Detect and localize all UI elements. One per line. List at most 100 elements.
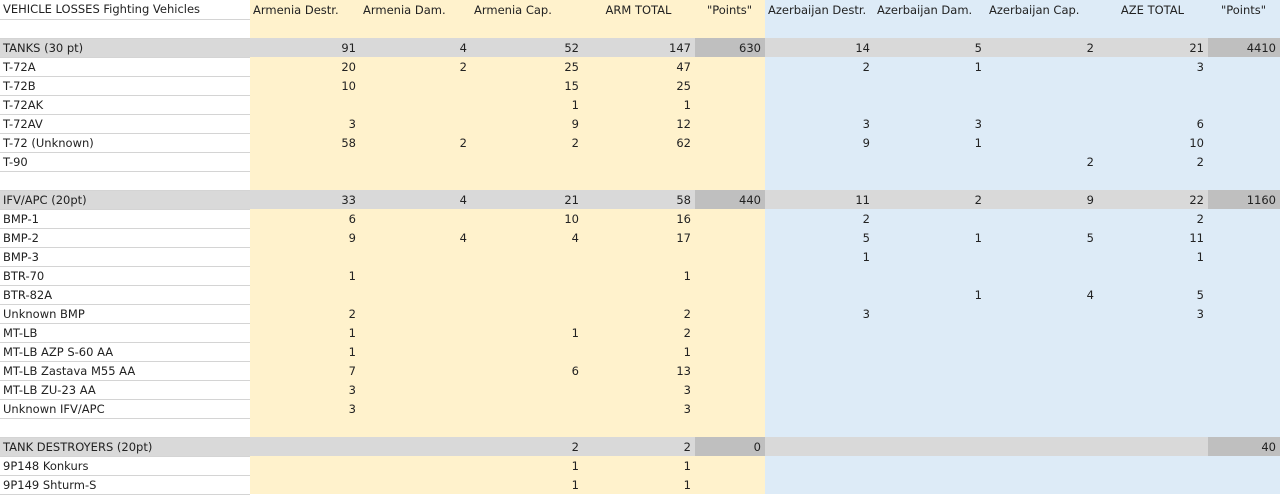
cell-azerbaijan-points[interactable] bbox=[1208, 152, 1280, 171]
cell-vehicle-name[interactable]: MT-LB AZP S-60 AA bbox=[0, 342, 250, 362]
cell-armenia-captured[interactable]: 21 bbox=[471, 190, 583, 209]
cell-azerbaijan-damaged[interactable] bbox=[874, 152, 986, 171]
cell-azerbaijan-damaged[interactable] bbox=[874, 475, 986, 494]
cell-armenia-points[interactable] bbox=[695, 228, 765, 247]
cell-azerbaijan-captured[interactable] bbox=[986, 342, 1098, 361]
cell-armenia-points[interactable] bbox=[695, 76, 765, 95]
cell-azerbaijan-captured[interactable] bbox=[986, 247, 1098, 266]
cell-vehicle-name[interactable]: BTR-82A bbox=[0, 285, 250, 305]
cell-armenia-total[interactable]: 1 bbox=[583, 342, 695, 361]
cell-vehicle-name[interactable]: MT-LB ZU-23 AA bbox=[0, 380, 250, 400]
cell-armenia-total[interactable]: 13 bbox=[583, 361, 695, 380]
cell-azerbaijan-captured[interactable]: 2 bbox=[986, 38, 1098, 57]
cell-azerbaijan-captured[interactable]: 9 bbox=[986, 190, 1098, 209]
cell-azerbaijan-destroyed[interactable] bbox=[765, 342, 874, 361]
cell-armenia-captured[interactable] bbox=[471, 247, 583, 266]
cell-armenia-damaged[interactable]: 4 bbox=[360, 38, 471, 57]
cell-armenia-total[interactable]: 58 bbox=[583, 190, 695, 209]
cell-azerbaijan-destroyed[interactable] bbox=[765, 399, 874, 418]
cell-azerbaijan-damaged[interactable] bbox=[874, 171, 986, 190]
cell-azerbaijan-destroyed[interactable] bbox=[765, 418, 874, 437]
cell-armenia-points[interactable] bbox=[695, 95, 765, 114]
cell-armenia-captured[interactable] bbox=[471, 399, 583, 418]
cell-azerbaijan-destroyed[interactable]: 1 bbox=[765, 247, 874, 266]
cell-armenia-points[interactable] bbox=[695, 19, 765, 38]
cell-azerbaijan-destroyed[interactable] bbox=[765, 285, 874, 304]
cell-armenia-captured[interactable] bbox=[471, 266, 583, 285]
cell-vehicle-name[interactable]: T-72AV bbox=[0, 114, 250, 134]
cell-armenia-damaged[interactable] bbox=[360, 304, 471, 323]
cell-azerbaijan-captured[interactable] bbox=[986, 323, 1098, 342]
cell-vehicle-name[interactable]: TANK DESTROYERS (20pt) bbox=[0, 437, 250, 457]
cell-azerbaijan-total[interactable]: 2 bbox=[1098, 209, 1208, 228]
cell-azerbaijan-total[interactable] bbox=[1098, 475, 1208, 494]
cell-azerbaijan-total[interactable]: 5 bbox=[1098, 285, 1208, 304]
cell-azerbaijan-damaged[interactable] bbox=[874, 266, 986, 285]
cell-armenia-captured[interactable]: 1 bbox=[471, 95, 583, 114]
cell-armenia-captured[interactable] bbox=[471, 304, 583, 323]
cell-azerbaijan-captured[interactable] bbox=[986, 76, 1098, 95]
cell-armenia-total[interactable]: 1 bbox=[583, 475, 695, 494]
cell-armenia-points[interactable] bbox=[695, 380, 765, 399]
header-azerbaijan-total[interactable]: AZE TOTAL bbox=[1098, 0, 1208, 19]
cell-armenia-total[interactable]: 12 bbox=[583, 114, 695, 133]
header-azerbaijan-points[interactable]: "Points" bbox=[1208, 0, 1280, 19]
cell-armenia-destroyed[interactable]: 20 bbox=[250, 57, 360, 76]
cell-armenia-damaged[interactable]: 4 bbox=[360, 190, 471, 209]
cell-azerbaijan-points[interactable] bbox=[1208, 304, 1280, 323]
cell-armenia-points[interactable] bbox=[695, 361, 765, 380]
cell-azerbaijan-destroyed[interactable]: 3 bbox=[765, 304, 874, 323]
cell-armenia-damaged[interactable] bbox=[360, 152, 471, 171]
cell-armenia-total[interactable]: 47 bbox=[583, 57, 695, 76]
header-azerbaijan-damaged[interactable]: Azerbaijan Dam. bbox=[874, 0, 986, 19]
cell-armenia-destroyed[interactable]: 1 bbox=[250, 323, 360, 342]
cell-armenia-destroyed[interactable] bbox=[250, 475, 360, 494]
cell-armenia-captured[interactable] bbox=[471, 342, 583, 361]
cell-azerbaijan-destroyed[interactable] bbox=[765, 475, 874, 494]
cell-armenia-damaged[interactable] bbox=[360, 266, 471, 285]
cell-vehicle-name[interactable]: MT-LB bbox=[0, 323, 250, 343]
cell-azerbaijan-destroyed[interactable]: 9 bbox=[765, 133, 874, 152]
cell-armenia-damaged[interactable] bbox=[360, 114, 471, 133]
cell-azerbaijan-total[interactable]: 6 bbox=[1098, 114, 1208, 133]
cell-armenia-damaged[interactable] bbox=[360, 399, 471, 418]
cell-azerbaijan-points[interactable] bbox=[1208, 456, 1280, 475]
cell-vehicle-name[interactable]: T-72 (Unknown) bbox=[0, 133, 250, 153]
cell-armenia-total[interactable]: 1 bbox=[583, 456, 695, 475]
cell-azerbaijan-damaged[interactable] bbox=[874, 418, 986, 437]
cell-armenia-points[interactable] bbox=[695, 114, 765, 133]
cell-armenia-damaged[interactable] bbox=[360, 342, 471, 361]
cell-azerbaijan-captured[interactable] bbox=[986, 399, 1098, 418]
cell-vehicle-name[interactable]: BTR-70 bbox=[0, 266, 250, 286]
cell-azerbaijan-total[interactable] bbox=[1098, 399, 1208, 418]
cell-azerbaijan-destroyed[interactable] bbox=[765, 361, 874, 380]
cell-azerbaijan-total[interactable]: 1 bbox=[1098, 247, 1208, 266]
cell-armenia-points[interactable] bbox=[695, 152, 765, 171]
cell-azerbaijan-destroyed[interactable]: 3 bbox=[765, 114, 874, 133]
cell-azerbaijan-damaged[interactable] bbox=[874, 380, 986, 399]
cell-armenia-damaged[interactable] bbox=[360, 19, 471, 38]
cell-armenia-damaged[interactable] bbox=[360, 456, 471, 475]
cell-azerbaijan-total[interactable] bbox=[1098, 171, 1208, 190]
cell-armenia-total[interactable]: 1 bbox=[583, 266, 695, 285]
cell-armenia-destroyed[interactable]: 2 bbox=[250, 304, 360, 323]
cell-azerbaijan-captured[interactable]: 5 bbox=[986, 228, 1098, 247]
cell-azerbaijan-total[interactable]: 3 bbox=[1098, 57, 1208, 76]
cell-armenia-destroyed[interactable] bbox=[250, 95, 360, 114]
cell-azerbaijan-captured[interactable] bbox=[986, 57, 1098, 76]
cell-azerbaijan-points[interactable] bbox=[1208, 266, 1280, 285]
cell-azerbaijan-captured[interactable] bbox=[986, 437, 1098, 456]
cell-armenia-captured[interactable]: 25 bbox=[471, 57, 583, 76]
cell-armenia-destroyed[interactable] bbox=[250, 285, 360, 304]
cell-azerbaijan-damaged[interactable] bbox=[874, 95, 986, 114]
cell-armenia-destroyed[interactable] bbox=[250, 418, 360, 437]
cell-azerbaijan-points[interactable] bbox=[1208, 228, 1280, 247]
cell-armenia-destroyed[interactable] bbox=[250, 247, 360, 266]
cell-azerbaijan-damaged[interactable]: 3 bbox=[874, 114, 986, 133]
cell-armenia-points[interactable]: 630 bbox=[695, 38, 765, 57]
cell-armenia-total[interactable] bbox=[583, 171, 695, 190]
cell-armenia-damaged[interactable] bbox=[360, 95, 471, 114]
cell-azerbaijan-total[interactable] bbox=[1098, 19, 1208, 38]
cell-vehicle-name[interactable]: MT-LB Zastava M55 AA bbox=[0, 361, 250, 381]
cell-azerbaijan-total[interactable]: 2 bbox=[1098, 152, 1208, 171]
